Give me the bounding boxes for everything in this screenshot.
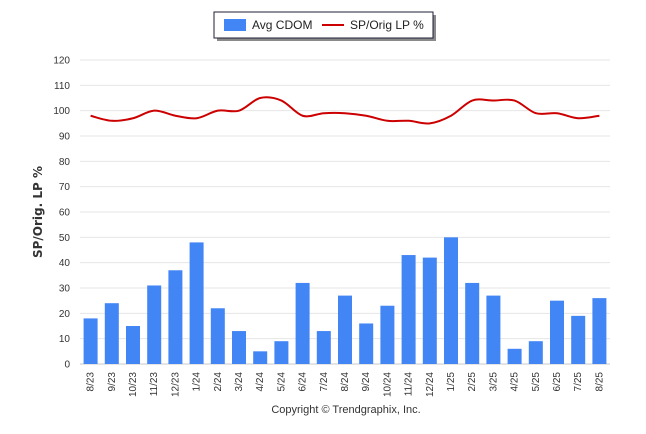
y-tick-label: 80 <box>59 157 71 168</box>
bar-avg-cdom <box>571 315 586 364</box>
x-axis-ticks: 8/23 9/23 10/23 11/23 12/23 1/24 2/24 3/24 4/24 5… <box>86 372 606 397</box>
y-tick-label: 30 <box>59 284 71 295</box>
x-tick-label: 9/23 <box>107 372 118 392</box>
bar-avg-cdom <box>147 285 162 364</box>
bar-layer <box>83 237 607 364</box>
bar-avg-cdom <box>104 303 119 364</box>
bar-avg-cdom <box>486 295 501 364</box>
x-tick-label: 4/24 <box>255 372 266 392</box>
bar-avg-cdom <box>592 298 607 364</box>
x-tick-label: 7/25 <box>573 372 584 392</box>
x-tick-label: 7/24 <box>319 372 330 392</box>
x-tick-label: 5/24 <box>276 372 287 392</box>
y-tick-label: 70 <box>59 182 71 193</box>
x-tick-label: 10/24 <box>382 372 393 397</box>
x-tick-label: 3/25 <box>488 372 499 392</box>
bar-avg-cdom <box>359 323 374 364</box>
y-axis-label: SP/Orig. LP % <box>31 166 45 258</box>
bar-avg-cdom <box>380 305 395 364</box>
legend: Avg CDOM SP/Orig LP % <box>213 11 436 41</box>
y-tick-label: 20 <box>59 309 71 320</box>
x-tick-label: 12/23 <box>170 372 181 397</box>
bar-avg-cdom <box>274 341 289 364</box>
x-tick-label: 5/25 <box>531 372 542 392</box>
bar-avg-cdom <box>338 295 352 364</box>
bar-avg-cdom <box>253 351 268 364</box>
bar-avg-cdom <box>168 270 183 364</box>
y-tick-label: 60 <box>59 208 71 219</box>
x-tick-label: 4/25 <box>510 372 521 392</box>
legend-label-avg-cdom: Avg CDOM <box>252 18 312 32</box>
copyright-footer: Copyright © Trendgraphix, Inc. <box>271 404 420 416</box>
bar-avg-cdom <box>126 326 140 364</box>
x-tick-label: 2/24 <box>213 372 224 392</box>
y-axis-ticks: 0 10 20 30 40 50 60 70 80 90 100 110 120 <box>53 56 70 371</box>
y-tick-label: 0 <box>64 360 70 371</box>
x-tick-label: 2/25 <box>467 372 478 392</box>
bar-avg-cdom <box>528 341 543 364</box>
x-tick-label: 6/25 <box>552 372 563 392</box>
y-tick-label: 110 <box>54 81 70 92</box>
x-tick-label: 8/24 <box>340 372 351 392</box>
bar-avg-cdom <box>232 331 246 364</box>
bar-avg-cdom <box>507 348 522 364</box>
y-tick-label: 100 <box>53 106 70 117</box>
x-tick-label: 11/24 <box>404 372 415 397</box>
bar-avg-cdom <box>210 308 225 364</box>
bar-avg-cdom <box>316 331 331 364</box>
x-tick-label: 11/23 <box>149 372 160 397</box>
x-tick-label: 1/25 <box>446 372 457 392</box>
bar-avg-cdom <box>83 318 98 364</box>
legend-label-sp-orig-lp: SP/Orig LP % <box>350 18 424 32</box>
bar-avg-cdom <box>189 242 204 364</box>
bar-avg-cdom <box>422 257 437 364</box>
x-tick-label: 3/24 <box>234 372 245 392</box>
y-tick-label: 10 <box>59 334 71 345</box>
x-tick-label: 1/24 <box>192 372 203 392</box>
bar-avg-cdom <box>295 282 310 364</box>
bar-avg-cdom <box>444 237 458 364</box>
x-tick-label: 9/24 <box>361 372 372 392</box>
y-tick-label: 40 <box>59 258 71 269</box>
y-tick-label: 50 <box>59 233 71 244</box>
legend-swatch-avg-cdom <box>224 19 246 31</box>
bar-avg-cdom <box>465 282 480 364</box>
x-tick-label: 8/25 <box>594 372 605 392</box>
line-sp-orig-lp <box>90 96 600 125</box>
y-tick-label: 90 <box>59 132 71 143</box>
x-tick-label: 10/23 <box>128 372 139 397</box>
grid-layer <box>80 59 610 365</box>
line-layer <box>90 96 600 125</box>
x-tick-label: 12/24 <box>425 372 436 397</box>
bar-avg-cdom <box>550 300 564 364</box>
x-tick-label: 8/23 <box>86 372 97 392</box>
bar-avg-cdom <box>401 255 416 364</box>
x-tick-label: 6/24 <box>298 372 309 392</box>
y-tick-label: 120 <box>53 56 70 67</box>
